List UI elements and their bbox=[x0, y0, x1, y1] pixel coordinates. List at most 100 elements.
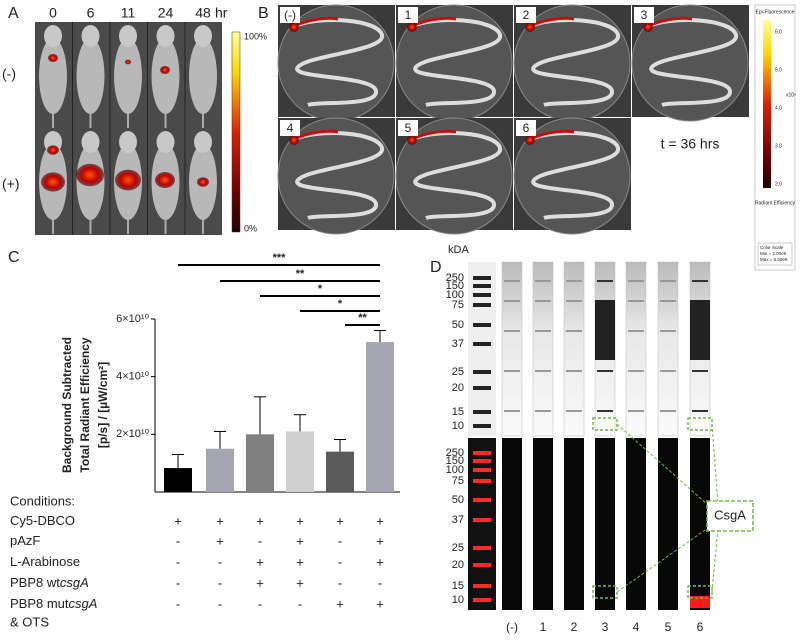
label: 75 bbox=[452, 475, 464, 487]
ladder-band bbox=[473, 546, 491, 550]
label: 37 bbox=[452, 514, 464, 526]
label: A bbox=[8, 5, 19, 22]
label: ** bbox=[358, 312, 367, 324]
intestine bbox=[527, 18, 620, 107]
lane-gel bbox=[563, 261, 585, 437]
mouse-head bbox=[119, 25, 137, 47]
ladder-band bbox=[473, 479, 491, 483]
label: 75 bbox=[452, 299, 464, 311]
intestine bbox=[527, 131, 620, 220]
band bbox=[660, 280, 676, 282]
label: 15 bbox=[452, 406, 464, 418]
intestine bbox=[409, 18, 502, 107]
label: + bbox=[216, 513, 224, 528]
target-box bbox=[706, 500, 754, 532]
signal bbox=[197, 177, 209, 187]
label: 3 bbox=[641, 8, 648, 22]
label: 250 bbox=[446, 272, 464, 284]
leader bbox=[711, 527, 719, 593]
label: 0 bbox=[49, 5, 57, 21]
label: + bbox=[256, 554, 264, 569]
dish-label-bg bbox=[516, 120, 536, 136]
mouse-head bbox=[194, 25, 212, 47]
band bbox=[628, 280, 644, 282]
lane-gel bbox=[564, 438, 584, 610]
mouse bbox=[151, 38, 180, 114]
signal bbox=[160, 66, 170, 74]
ladder-band bbox=[473, 303, 491, 307]
label: 50 bbox=[452, 494, 464, 506]
label: + bbox=[336, 596, 344, 611]
ladder-band bbox=[473, 370, 491, 374]
label: 100 bbox=[446, 464, 464, 476]
label: 6 bbox=[697, 620, 704, 634]
condition: PBP8 wt bbox=[10, 575, 60, 590]
dish-label-bg bbox=[280, 120, 300, 136]
label: (-) bbox=[2, 66, 16, 82]
label: + bbox=[296, 513, 304, 528]
signal bbox=[407, 22, 417, 32]
band bbox=[504, 300, 520, 302]
label: 10 bbox=[452, 420, 464, 432]
signal bbox=[41, 172, 65, 192]
label: 250 bbox=[446, 447, 464, 459]
bar bbox=[286, 431, 314, 492]
ladder-band bbox=[473, 386, 491, 390]
label: 2×10¹⁰ bbox=[116, 428, 149, 440]
label: Background Subtracted bbox=[60, 337, 74, 473]
ladder-band bbox=[473, 598, 491, 602]
label: + bbox=[376, 533, 384, 548]
band bbox=[566, 410, 582, 412]
label: 6×10¹⁰ bbox=[116, 313, 149, 325]
signal bbox=[525, 135, 535, 145]
dish-label-bg bbox=[398, 120, 418, 136]
label: 0% bbox=[244, 223, 257, 233]
label: * bbox=[338, 298, 343, 310]
label: Total Radiant Efficiency bbox=[78, 337, 92, 472]
band bbox=[566, 300, 582, 302]
signal bbox=[525, 22, 535, 32]
condition-name: L-Arabinose bbox=[10, 554, 80, 569]
label: - bbox=[338, 533, 342, 548]
label: (-) bbox=[506, 620, 518, 634]
dish-label-bg bbox=[634, 7, 654, 23]
label: 2.0 bbox=[775, 181, 782, 187]
label: 2 bbox=[523, 8, 530, 22]
signal bbox=[47, 145, 59, 155]
label: Min = 2.00e9 bbox=[760, 251, 787, 256]
band bbox=[566, 280, 582, 282]
label: + bbox=[296, 533, 304, 548]
lane-gel bbox=[501, 261, 523, 437]
intestine bbox=[409, 131, 502, 220]
label: ** bbox=[296, 268, 305, 280]
label: 6 bbox=[87, 5, 95, 21]
band bbox=[628, 370, 644, 372]
label: - bbox=[176, 575, 180, 590]
ladder-band bbox=[473, 451, 491, 455]
label: hr bbox=[215, 5, 228, 21]
label: 24 bbox=[158, 5, 174, 21]
mouse bbox=[189, 38, 217, 114]
color-bar bbox=[231, 31, 241, 233]
label: - bbox=[258, 596, 262, 611]
band bbox=[535, 280, 551, 282]
dish-label-bg bbox=[398, 7, 418, 23]
intestine bbox=[291, 131, 384, 220]
signal bbox=[289, 22, 299, 32]
ladder-band bbox=[473, 468, 491, 472]
signal bbox=[48, 54, 58, 62]
label: 48 bbox=[195, 5, 211, 21]
band bbox=[597, 410, 613, 412]
signal bbox=[289, 135, 299, 145]
label: D bbox=[430, 259, 442, 276]
band bbox=[504, 410, 520, 412]
label: Epi-Fluorescence bbox=[756, 9, 795, 15]
dish bbox=[277, 117, 395, 235]
lane-gel bbox=[657, 261, 679, 437]
label: (-) bbox=[284, 8, 296, 22]
label: t = 36 hrs bbox=[661, 136, 720, 152]
band bbox=[535, 300, 551, 302]
condition-name: PBP8 mutcsgA bbox=[10, 596, 97, 611]
band bbox=[692, 370, 708, 372]
ladder-band bbox=[473, 293, 491, 297]
